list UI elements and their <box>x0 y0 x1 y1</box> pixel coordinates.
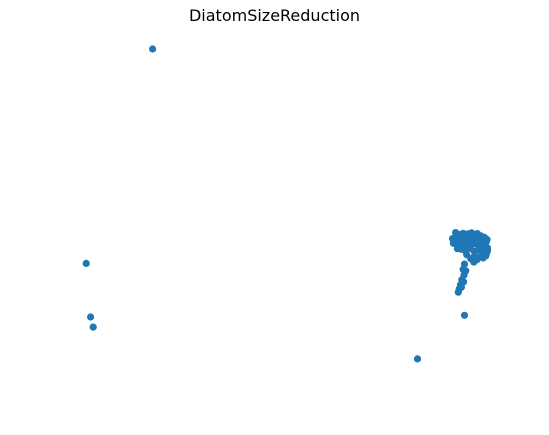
scatter-point <box>82 259 90 267</box>
scatter-point <box>483 236 491 244</box>
chart-title: DiatomSizeReduction <box>188 6 361 25</box>
scatter-point <box>457 283 465 291</box>
scatter-point <box>470 258 478 266</box>
scatter-point <box>468 229 476 237</box>
scatter-point <box>482 252 490 260</box>
scatter-point <box>460 311 469 319</box>
scatter-point <box>87 313 95 321</box>
scatter-point <box>89 323 97 331</box>
scatter-point <box>149 45 157 53</box>
scatter-point <box>460 278 468 286</box>
scatter-point <box>462 267 470 275</box>
scatter-point <box>413 355 422 363</box>
